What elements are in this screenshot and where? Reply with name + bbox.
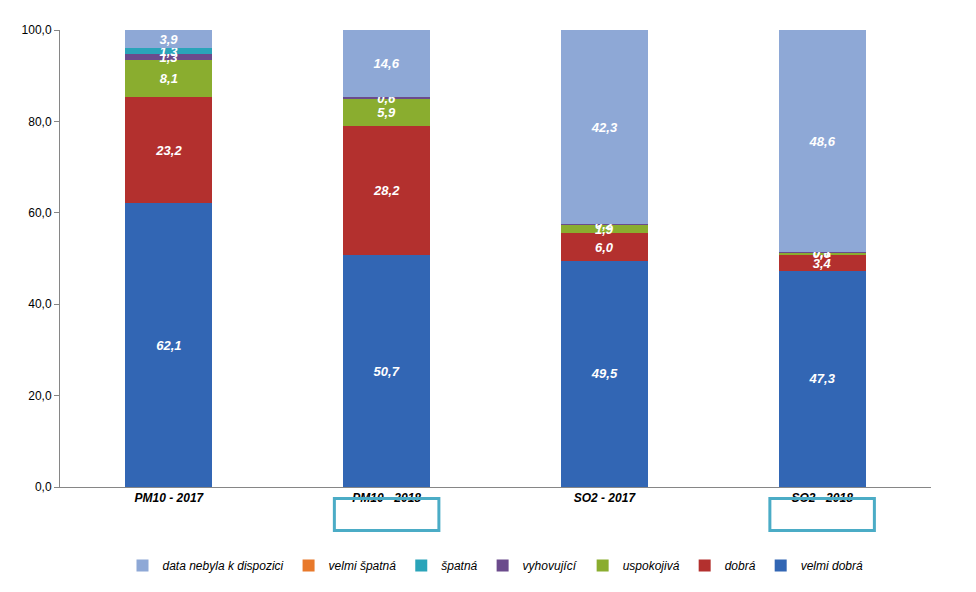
svg-text:0,0: 0,0 [35, 480, 52, 494]
svg-text:100,0: 100,0 [22, 23, 52, 37]
svg-text:80,0: 80,0 [28, 115, 52, 129]
svg-text:40,0: 40,0 [28, 297, 52, 311]
svg-text:50,7: 50,7 [374, 364, 400, 379]
svg-text:49,5: 49,5 [591, 366, 618, 381]
svg-text:8,1: 8,1 [160, 71, 178, 86]
svg-text:23,2: 23,2 [155, 143, 182, 158]
svg-text:14,6: 14,6 [374, 56, 400, 71]
svg-text:PM10 - 2017: PM10 - 2017 [135, 491, 205, 505]
svg-text:20,0: 20,0 [28, 389, 52, 403]
svg-text:3,4: 3,4 [813, 256, 832, 271]
svg-text:velmi špatná: velmi špatná [329, 559, 397, 573]
svg-text:0,6: 0,6 [377, 91, 396, 106]
svg-text:48,6: 48,6 [809, 134, 836, 149]
svg-text:SO2 - 2017: SO2 - 2017 [574, 491, 637, 505]
svg-text:42,3: 42,3 [591, 120, 618, 135]
svg-text:SO2 - 2018: SO2 - 2018 [791, 491, 853, 505]
svg-text:1,3: 1,3 [159, 44, 178, 59]
svg-text:vyhovující: vyhovující [523, 559, 578, 573]
svg-text:5,9: 5,9 [377, 105, 396, 120]
svg-text:0,1: 0,1 [813, 245, 831, 260]
svg-text:velmi dobrá: velmi dobrá [801, 559, 863, 573]
svg-text:3,9: 3,9 [159, 32, 178, 47]
svg-text:dobrá: dobrá [725, 559, 756, 573]
svg-text:1,3: 1,3 [159, 50, 178, 65]
svg-text:28,2: 28,2 [373, 183, 400, 198]
svg-text:47,3: 47,3 [809, 371, 836, 386]
svg-text:špatná: špatná [441, 559, 477, 573]
svg-text:0,6: 0,6 [813, 246, 832, 261]
svg-text:data nebyla k dispozici: data nebyla k dispozici [163, 559, 284, 573]
svg-text:1,9: 1,9 [595, 222, 614, 237]
svg-text:0,2: 0,2 [595, 217, 614, 232]
svg-text:uspokojivá: uspokojivá [623, 559, 680, 573]
svg-text:60,0: 60,0 [28, 206, 52, 220]
svg-text:PM10 - 2018: PM10 - 2018 [352, 491, 421, 505]
svg-text:6,0: 6,0 [595, 240, 614, 255]
svg-text:62,1: 62,1 [156, 338, 181, 353]
